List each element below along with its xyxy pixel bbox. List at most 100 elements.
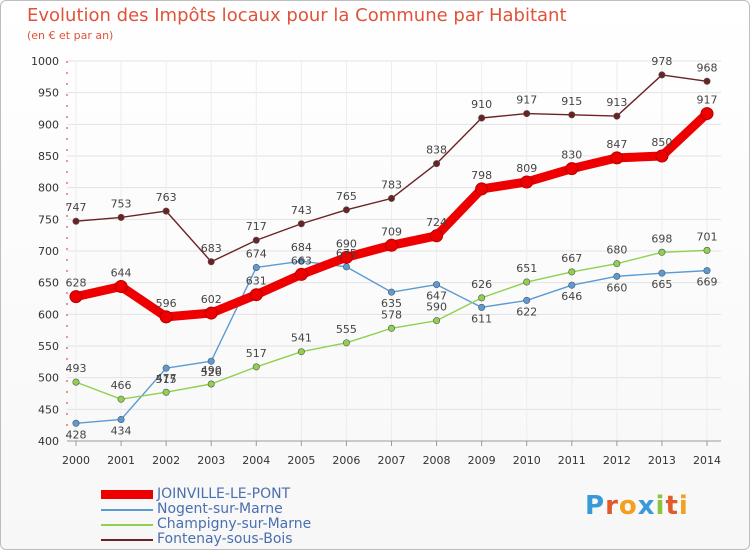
data-label: 611 bbox=[471, 312, 492, 325]
data-label: 602 bbox=[201, 293, 222, 306]
data-label: 647 bbox=[426, 290, 447, 303]
legend-swatch bbox=[101, 538, 153, 541]
data-point bbox=[252, 363, 260, 371]
legend-label: Fontenay-sous-Bois bbox=[157, 531, 293, 547]
data-point bbox=[207, 380, 215, 388]
data-label: 809 bbox=[516, 162, 537, 175]
y-tick-label: 450 bbox=[38, 403, 59, 416]
data-point bbox=[523, 110, 531, 118]
data-point bbox=[430, 229, 444, 243]
data-point bbox=[252, 236, 260, 244]
y-tick-label: 850 bbox=[38, 150, 59, 163]
data-point bbox=[72, 217, 80, 225]
data-label: 798 bbox=[471, 169, 492, 182]
data-point bbox=[294, 267, 308, 281]
data-point bbox=[387, 194, 395, 202]
x-tick-label: 2012 bbox=[603, 454, 631, 467]
data-label: 663 bbox=[291, 254, 312, 267]
data-label: 646 bbox=[561, 290, 582, 303]
x-tick-label: 2007 bbox=[378, 454, 406, 467]
proxiti-logo: Proxiti bbox=[585, 491, 689, 521]
data-label: 717 bbox=[246, 220, 267, 233]
data-label: 644 bbox=[111, 266, 132, 279]
data-point bbox=[613, 260, 621, 268]
data-point bbox=[297, 348, 305, 356]
y-tick-label: 550 bbox=[38, 340, 59, 353]
data-label: 669 bbox=[697, 276, 718, 289]
data-point bbox=[385, 238, 398, 252]
data-point bbox=[72, 378, 80, 386]
legend-item: Nogent-sur-Marne bbox=[101, 502, 311, 517]
data-label: 680 bbox=[606, 244, 627, 257]
data-label: 847 bbox=[606, 138, 627, 151]
y-tick-label: 500 bbox=[38, 372, 59, 385]
data-label: 763 bbox=[156, 191, 177, 204]
data-point bbox=[117, 213, 125, 221]
data-point bbox=[655, 149, 669, 163]
x-tick-label: 2011 bbox=[558, 454, 586, 467]
data-label: 515 bbox=[156, 373, 177, 386]
data-label: 684 bbox=[291, 241, 312, 254]
data-label: 838 bbox=[426, 144, 447, 157]
data-point bbox=[520, 175, 534, 189]
x-tick-label: 2010 bbox=[513, 454, 541, 467]
data-label: 910 bbox=[471, 98, 492, 111]
data-point bbox=[69, 290, 83, 304]
data-label: 590 bbox=[426, 301, 447, 314]
legend-label: Nogent-sur-Marne bbox=[157, 501, 283, 517]
data-label: 493 bbox=[66, 362, 87, 375]
legend-swatch bbox=[101, 523, 153, 526]
y-tick-label: 750 bbox=[38, 213, 59, 226]
data-label: 783 bbox=[381, 178, 402, 191]
data-point bbox=[117, 415, 125, 423]
data-label: 698 bbox=[651, 232, 672, 245]
legend-label: JOINVILLE-LE-PONT bbox=[157, 486, 291, 502]
data-label: 490 bbox=[201, 364, 222, 377]
data-label: 978 bbox=[651, 55, 672, 68]
data-point bbox=[207, 357, 215, 365]
series-nogent-sur-marne bbox=[72, 257, 711, 427]
data-label: 434 bbox=[111, 424, 132, 437]
data-point bbox=[387, 288, 395, 296]
data-point bbox=[162, 207, 170, 215]
x-tick-label: 2009 bbox=[468, 454, 496, 467]
y-tick-label: 1000 bbox=[31, 55, 59, 68]
data-label: 683 bbox=[201, 242, 222, 255]
data-point bbox=[433, 317, 441, 325]
data-label: 667 bbox=[561, 252, 582, 265]
data-label: 724 bbox=[426, 216, 447, 229]
data-point bbox=[658, 71, 666, 79]
data-label: 622 bbox=[516, 305, 537, 318]
data-point bbox=[703, 267, 711, 275]
x-tick-label: 2013 bbox=[648, 454, 676, 467]
data-label: 917 bbox=[516, 94, 537, 107]
y-tick-label: 700 bbox=[38, 245, 59, 258]
data-point bbox=[339, 250, 353, 264]
data-point bbox=[204, 306, 218, 320]
data-label: 635 bbox=[381, 297, 402, 310]
x-tick-label: 2005 bbox=[287, 454, 315, 467]
data-label: 743 bbox=[291, 204, 312, 217]
legend-swatch bbox=[101, 508, 153, 511]
data-point bbox=[207, 258, 215, 266]
chart-title: Evolution des Impôts locaux pour la Comm… bbox=[27, 5, 567, 26]
y-tick-label: 900 bbox=[38, 118, 59, 131]
data-label: 915 bbox=[561, 95, 582, 108]
data-point bbox=[252, 263, 260, 271]
y-tick-label: 600 bbox=[38, 308, 59, 321]
data-label: 674 bbox=[246, 247, 267, 260]
data-point bbox=[658, 269, 666, 277]
data-label: 428 bbox=[66, 428, 87, 441]
logo-letter: P bbox=[585, 491, 606, 521]
x-tick-label: 2002 bbox=[152, 454, 180, 467]
series-fontenay-sous-bois bbox=[72, 71, 711, 266]
data-point bbox=[703, 77, 711, 85]
data-point bbox=[72, 419, 80, 427]
x-tick-label: 2006 bbox=[332, 454, 360, 467]
data-point bbox=[249, 288, 263, 302]
data-point bbox=[610, 151, 624, 165]
chart-legend: JOINVILLE-LE-PONT Nogent-sur-Marne Champig… bbox=[101, 487, 311, 547]
data-label: 526 bbox=[201, 366, 222, 379]
data-label: 578 bbox=[381, 308, 402, 321]
